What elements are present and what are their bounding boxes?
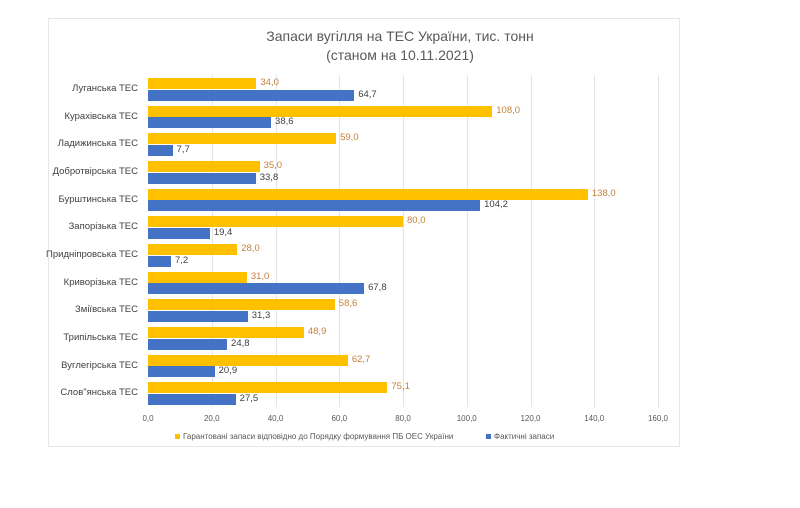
x-tick-label: 60,0 bbox=[331, 414, 348, 423]
data-label: 24,8 bbox=[231, 337, 250, 349]
data-label: 34,0 bbox=[260, 77, 279, 88]
bar-guaranteed bbox=[148, 382, 388, 394]
gridline bbox=[403, 75, 404, 407]
bar-actual bbox=[148, 310, 248, 322]
x-tick-label: 80,0 bbox=[395, 414, 411, 423]
x-tick-label: 140,0 bbox=[584, 414, 605, 423]
bar-actual bbox=[148, 366, 215, 378]
bar-actual bbox=[148, 144, 173, 156]
category-label: Запорізька ТЕС bbox=[68, 221, 138, 233]
bar-guaranteed bbox=[148, 299, 335, 311]
data-label: 75,1 bbox=[391, 381, 410, 393]
legend-label: Гарантовані запаси відповідно до Порядку… bbox=[183, 432, 454, 441]
data-label: 20,9 bbox=[218, 365, 238, 377]
chart-title: Запаси вугілля на ТЕС України, тис. тонн bbox=[266, 28, 534, 44]
bar-guaranteed bbox=[148, 271, 247, 283]
bar-guaranteed bbox=[148, 133, 337, 145]
bar-guaranteed bbox=[148, 105, 493, 117]
category-label: Ладижинська ТЕС bbox=[57, 138, 138, 150]
category-label: Добротвірська ТЕС bbox=[52, 165, 138, 177]
legend-item-guaranteed: Гарантовані запаси відповідно до Порядку… bbox=[175, 432, 453, 441]
gridline bbox=[339, 75, 341, 407]
x-tick-label: 0,0 bbox=[142, 414, 154, 423]
bar-guaranteed bbox=[148, 161, 260, 172]
category-label: Трипільська ТЕС bbox=[63, 331, 138, 343]
bar-guaranteed bbox=[148, 354, 348, 366]
bar-actual bbox=[148, 283, 365, 295]
gridline bbox=[466, 75, 468, 407]
data-label: 19,4 bbox=[213, 226, 233, 238]
legend-swatch-yellow bbox=[175, 434, 180, 439]
category-label: Зміївська ТЕС bbox=[75, 304, 138, 316]
chart-subtitle: (станом на 10.11.2021) bbox=[326, 47, 474, 63]
bar-actual bbox=[148, 255, 171, 267]
data-label: 67,8 bbox=[368, 282, 387, 294]
gridline bbox=[530, 75, 532, 407]
data-label: 59,0 bbox=[340, 132, 359, 144]
bar-actual bbox=[148, 338, 228, 350]
legend-item-actual: Фактичні запаси bbox=[486, 432, 554, 441]
category-label: Придніпровська ТЕС bbox=[46, 248, 138, 260]
gridline bbox=[658, 75, 659, 407]
bar-actual bbox=[148, 89, 355, 101]
plot-area: 34,0 64,7 108,0 38,6 59,0 7,7 35,0 33,8 138,0 104… bbox=[148, 75, 659, 407]
data-label: 64,7 bbox=[358, 88, 377, 100]
data-label: 104,2 bbox=[484, 199, 508, 211]
x-tick-label: 120,0 bbox=[520, 414, 541, 423]
x-tick-label: 20,0 bbox=[203, 414, 220, 423]
legend-label: Фактичні запаси bbox=[494, 432, 555, 441]
data-label: 35,0 bbox=[263, 160, 283, 171]
category-label: Луганська ТЕС bbox=[72, 82, 138, 94]
gridline bbox=[594, 75, 596, 407]
data-label: 38,6 bbox=[275, 116, 294, 128]
data-label: 31,3 bbox=[251, 309, 271, 321]
category-label: Криворізька ТЕС bbox=[63, 276, 138, 288]
bar-guaranteed bbox=[148, 78, 257, 89]
data-label: 138,0 bbox=[591, 187, 616, 199]
data-label: 7,7 bbox=[176, 143, 190, 155]
x-tick-label: 100,0 bbox=[456, 414, 477, 423]
bar-guaranteed bbox=[148, 188, 588, 200]
bar-actual bbox=[148, 393, 236, 405]
data-label: 33,8 bbox=[259, 171, 279, 183]
bar-guaranteed bbox=[148, 327, 304, 338]
data-label: 108,0 bbox=[496, 104, 521, 116]
x-tick-label: 40,0 bbox=[267, 414, 284, 423]
bar-actual bbox=[148, 172, 256, 184]
bar-guaranteed bbox=[148, 216, 403, 228]
category-label: Бурштинська ТЕС bbox=[58, 193, 138, 205]
gridline bbox=[211, 75, 213, 407]
data-label: 28,0 bbox=[241, 243, 260, 254]
gridline bbox=[275, 75, 277, 407]
data-label: 62,7 bbox=[351, 353, 371, 365]
data-label: 27,5 bbox=[239, 392, 259, 404]
category-label: Слов"янська ТЕС bbox=[60, 387, 138, 399]
data-label: 7,2 bbox=[174, 254, 189, 266]
data-label: 48,9 bbox=[307, 326, 327, 337]
category-label: Курахівська ТЕС bbox=[64, 110, 138, 122]
category-label: Вуглегірська ТЕС bbox=[61, 359, 138, 371]
data-label: 80,0 bbox=[407, 215, 426, 227]
bar-actual bbox=[148, 227, 210, 239]
data-label: 31,0 bbox=[250, 270, 270, 282]
bar-actual bbox=[148, 200, 481, 212]
x-tick-label: 160,0 bbox=[647, 414, 669, 423]
data-label: 58,6 bbox=[338, 298, 358, 310]
bar-guaranteed bbox=[148, 244, 238, 255]
bar-actual bbox=[148, 117, 272, 129]
legend-swatch-blue bbox=[486, 434, 491, 439]
